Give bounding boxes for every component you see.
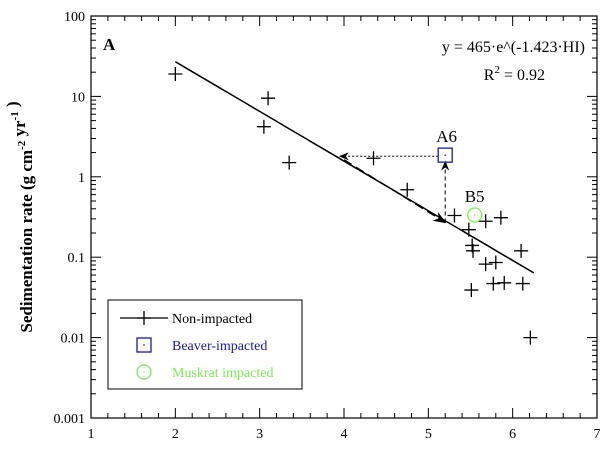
data-point-circle-dot — [473, 214, 476, 216]
data-point-plus — [478, 257, 493, 272]
data-point-plus — [447, 208, 462, 223]
data-point-square-dot — [444, 154, 447, 156]
y-axis-label-part: -2 — [16, 140, 28, 150]
data-point-circle — [467, 207, 483, 223]
data-point-plus — [400, 182, 415, 197]
legend-label: Beaver-impacted — [172, 339, 267, 354]
data-point-square — [437, 147, 453, 163]
r-squared-part: R — [484, 67, 495, 84]
legend-box — [107, 299, 303, 390]
data-point-plus — [486, 276, 501, 291]
legend-marker-plus — [137, 311, 151, 325]
fit-line — [174, 61, 535, 274]
r-squared-part: = 0.92 — [500, 67, 545, 84]
x-tick-label: 7 — [594, 427, 600, 442]
legend-marker-square — [136, 337, 152, 353]
y-axis-label-part: yr — [10, 120, 29, 141]
y-axis-label-part: Sedimentation rate (g cm — [17, 150, 36, 333]
y-axis-label-part: ) — [3, 101, 22, 111]
x-tick-label: 6 — [509, 427, 516, 442]
x-tick-label: 5 — [425, 427, 432, 442]
legend-label: Muskrat impacted — [172, 366, 273, 381]
data-point-plus — [514, 243, 529, 258]
y-tick-label: 0.01 — [61, 332, 86, 347]
point-label: A6 — [436, 127, 457, 146]
panel-label: A — [103, 35, 116, 54]
data-point-plus — [515, 276, 530, 291]
data-point-plus — [366, 151, 381, 166]
legend-label: Non-impacted — [172, 312, 252, 327]
fit-equation: y = 465·e^(-1.423·HI) — [442, 39, 585, 56]
y-tick-label: 0.001 — [54, 412, 86, 427]
data-point-plus — [461, 222, 476, 237]
data-point-plus — [466, 243, 481, 258]
x-tick-label: 1 — [88, 427, 95, 442]
legend-marker-circle-dot — [143, 371, 145, 373]
y-tick-label: 100 — [64, 10, 85, 25]
data-point-plus — [497, 275, 512, 290]
legend: Non-impacted Beaver-impacted Muskrat impac… — [107, 299, 303, 390]
data-point-plus — [168, 66, 183, 81]
data-point-plus — [464, 283, 479, 298]
data-point-plus — [261, 91, 276, 106]
legend-marker-square-dot — [143, 344, 145, 346]
dashed-trend-arrow — [343, 159, 447, 224]
r-squared: R2 = 0.92 — [484, 64, 545, 84]
data-point-plus — [523, 330, 538, 345]
y-tick-label: 0.1 — [68, 251, 86, 266]
x-tick-label: 2 — [172, 427, 179, 442]
y-axis-label: Sedimentation rate (g cm-2 yr-1 ) — [3, 101, 36, 332]
data-point-plus — [465, 238, 480, 253]
x-tick-label: 3 — [256, 427, 263, 442]
data-point-plus — [282, 155, 297, 170]
data-point-plus — [488, 255, 503, 270]
x-tick-label: 4 — [341, 427, 348, 442]
data-point-plus — [256, 119, 271, 134]
data-point-plus — [493, 210, 508, 225]
y-axis-label-part: -1 — [9, 111, 21, 120]
legend-marker-circle — [136, 364, 152, 380]
data-point-plus — [478, 214, 493, 229]
y-tick-label: 1 — [78, 171, 85, 186]
r-squared-part: 2 — [494, 64, 500, 76]
point-label: B5 — [465, 187, 485, 206]
y-tick-label: 10 — [71, 90, 85, 105]
